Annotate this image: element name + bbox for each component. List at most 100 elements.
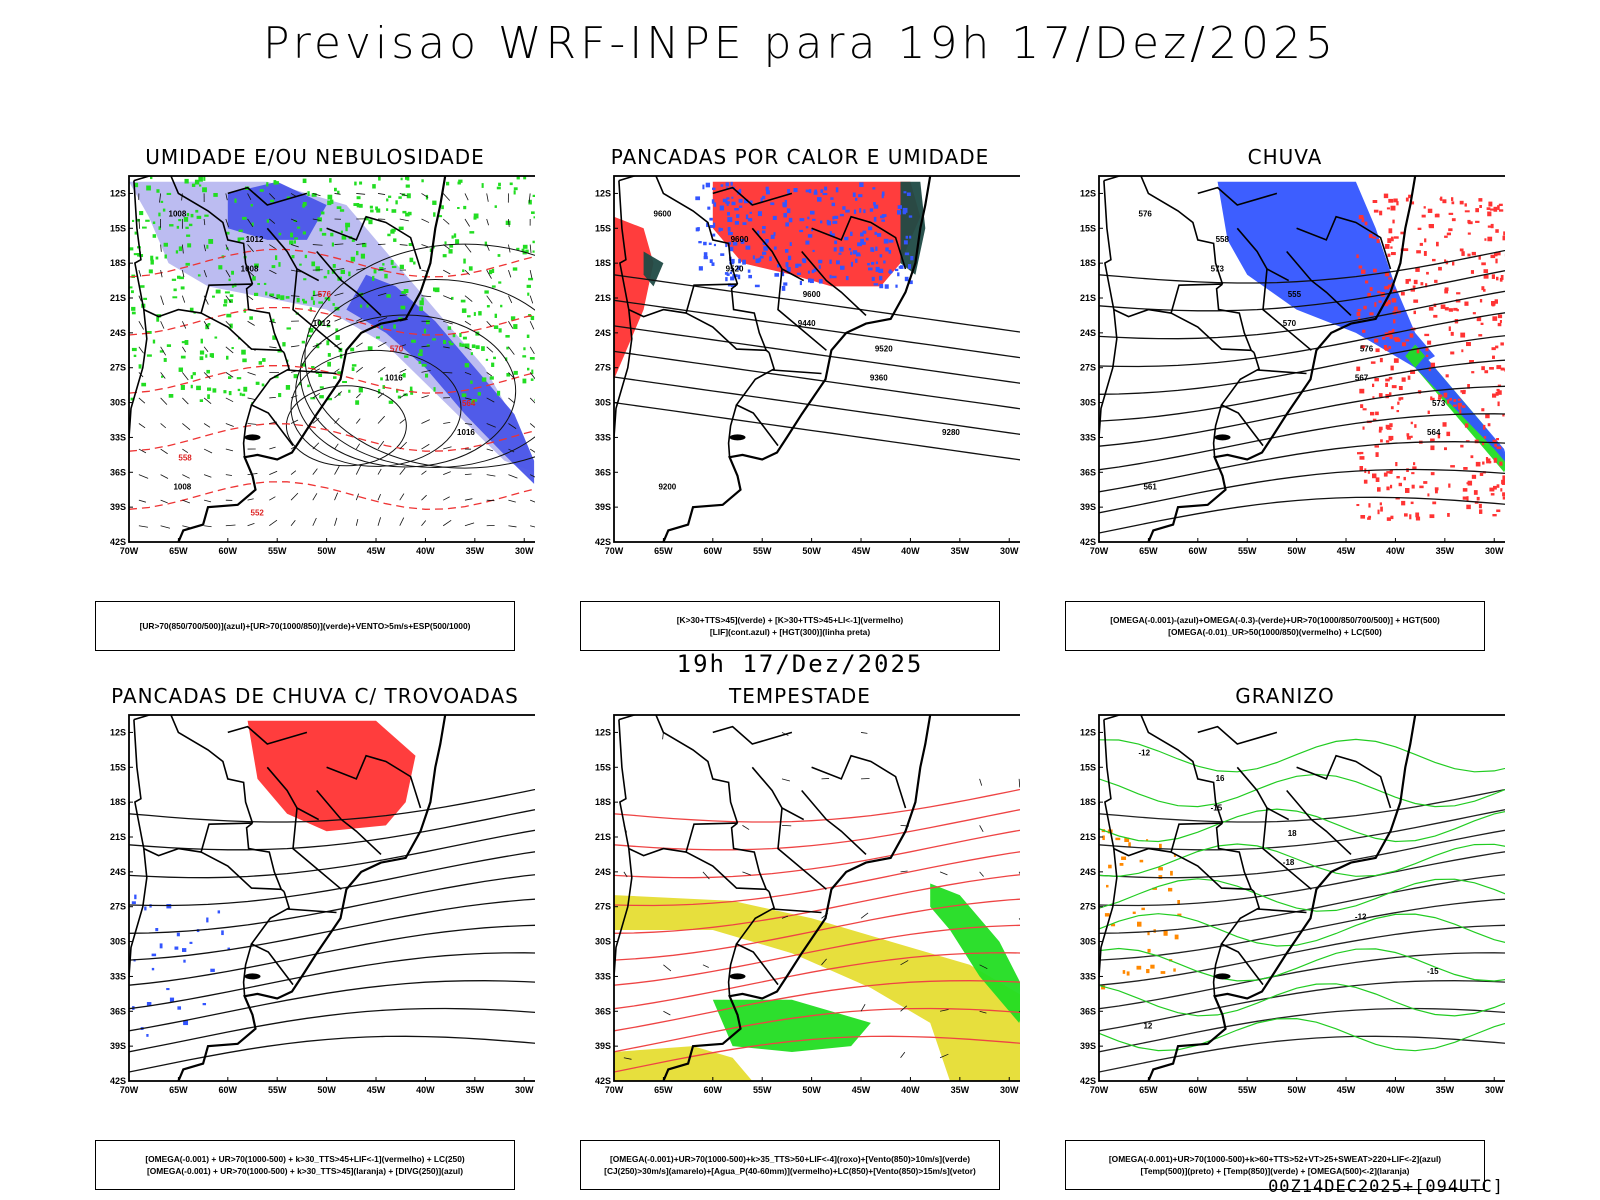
field-dot: [867, 263, 870, 266]
field-dot: [1121, 856, 1127, 860]
field-dot: [302, 298, 305, 302]
field-dot: [207, 387, 212, 391]
field-dot: [176, 225, 180, 229]
lon-tick-label: 55W: [268, 1085, 287, 1095]
field-dot: [327, 297, 331, 302]
field-dot: [698, 266, 703, 271]
wind-vector: [421, 345, 430, 348]
field-dot: [844, 236, 849, 241]
field-dot: [339, 353, 343, 359]
field-dot: [489, 376, 494, 380]
border-line: [1296, 754, 1392, 809]
field-dot: [839, 246, 844, 252]
field-dot: [375, 206, 378, 211]
wind-vector: [979, 1010, 987, 1014]
wind-vector: [421, 395, 429, 399]
field-dot: [1388, 346, 1392, 349]
field-dot: [190, 384, 193, 389]
field-dot: [1410, 369, 1416, 374]
field-dot: [272, 335, 276, 340]
wind-vector: [421, 419, 430, 424]
contour-label: 567: [1355, 373, 1369, 382]
field-dot: [345, 226, 348, 232]
field-dot: [695, 227, 700, 232]
field-dot: [773, 232, 776, 236]
field-dot: [1469, 360, 1474, 363]
field-dot: [442, 254, 447, 258]
field-dot: [399, 264, 404, 270]
field-dot: [1497, 205, 1500, 210]
field-dot: [1425, 354, 1429, 357]
field-dot: [1368, 503, 1371, 508]
field-dot: [469, 231, 475, 234]
wind-vector: [377, 392, 384, 399]
field-dot: [1496, 438, 1500, 441]
field-dot: [418, 353, 423, 357]
field-dot: [1386, 427, 1392, 430]
field-dot: [1482, 441, 1485, 446]
field-dot: [189, 307, 194, 312]
field-dot: [1500, 275, 1504, 280]
wind-vector: [160, 295, 165, 305]
field-dot: [1401, 500, 1406, 506]
contour-line: [614, 829, 1020, 879]
field-dot: [711, 262, 715, 266]
field-dot: [252, 276, 256, 281]
field-dot: [1484, 238, 1487, 241]
field-dot: [131, 311, 136, 315]
field-dot: [255, 381, 260, 385]
field-dot: [206, 324, 210, 328]
lat-tick-label: 18S: [595, 258, 611, 268]
field-dot: [481, 346, 485, 351]
field-dot: [858, 194, 863, 198]
field-dot: [1400, 397, 1404, 400]
field-dot: [1437, 433, 1441, 439]
field-dot: [1160, 971, 1166, 974]
lat-tick-label: 42S: [595, 537, 611, 547]
wind-vector: [939, 1053, 949, 1059]
field-dot: [1360, 515, 1366, 519]
wind-vector: [399, 368, 407, 373]
field-dot: [345, 222, 351, 228]
field-dot: [186, 234, 191, 237]
field-dot: [1450, 331, 1454, 336]
wind-vector: [138, 423, 146, 429]
contour-line: [129, 924, 535, 986]
field-dot: [513, 370, 518, 375]
thickness-line: [129, 248, 535, 278]
field-dot: [739, 205, 743, 208]
lat-tick-label: 30S: [110, 937, 126, 947]
field-dot: [169, 997, 175, 1002]
field-dot: [404, 290, 409, 293]
field-dot: [838, 252, 842, 255]
field-dot: [1457, 402, 1462, 407]
field-dot: [703, 256, 708, 260]
field-dot: [747, 269, 751, 273]
field-dot: [1132, 911, 1136, 914]
field-dot: [285, 296, 290, 299]
contour-line: [1099, 952, 1505, 1010]
wind-vector: [399, 294, 408, 297]
wind-vector: [464, 295, 473, 302]
field-dot: [1467, 253, 1471, 257]
panel-granizo: GRANIZO -12 -15 -18 -12 -15 12 16 18 12S 15S 18S 21…: [1065, 684, 1505, 1194]
contour-label: 558: [178, 454, 192, 463]
field-dot: [1416, 250, 1421, 254]
field-dot: [889, 269, 892, 275]
field-dot: [203, 176, 206, 181]
isobar: [295, 314, 517, 468]
field-dot: [732, 241, 738, 246]
lat-tick-label: 21S: [1080, 832, 1096, 842]
field-dot: [470, 380, 473, 384]
field-dot: [181, 341, 187, 344]
field-dot: [263, 282, 267, 285]
field-dot: [1459, 248, 1464, 252]
thickness-line: [129, 423, 535, 452]
field-dot: [207, 394, 210, 400]
field-dot: [1502, 475, 1505, 480]
wind-vector: [979, 964, 988, 970]
field-dot: [198, 176, 203, 182]
field-dot: [713, 202, 717, 207]
wind-vector: [269, 446, 276, 450]
field-dot: [708, 242, 712, 245]
